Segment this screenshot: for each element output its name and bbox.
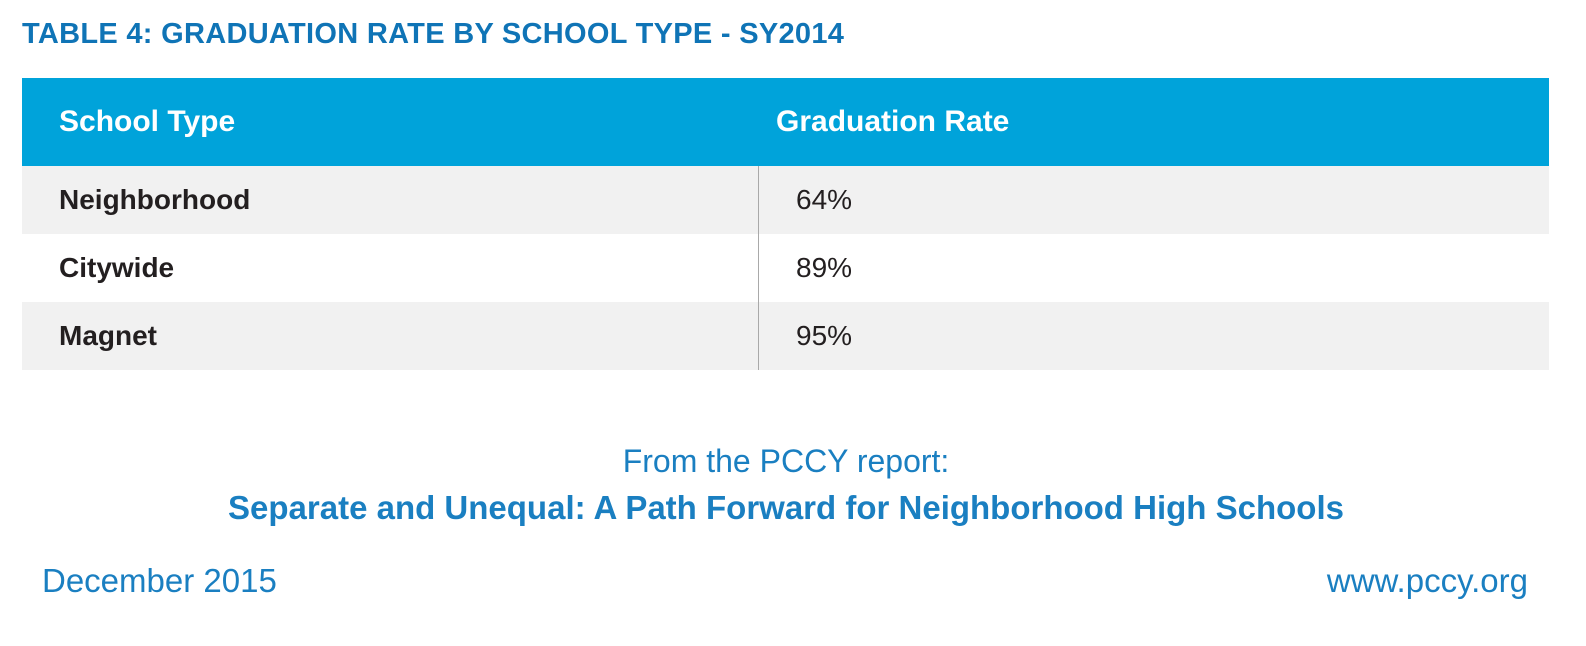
header-school-type: School Type — [59, 105, 236, 138]
report-title: Separate and Unequal: A Path Forward for… — [228, 489, 1344, 526]
school-type-cell: Magnet — [22, 302, 759, 370]
graduation-rate-table: School Type Graduation Rate Neighborhood… — [22, 78, 1549, 370]
graduation-rate-cell: 89% — [796, 252, 853, 283]
table-row: Citywide 89% — [22, 234, 1549, 302]
school-type-cell: Neighborhood — [22, 166, 759, 234]
table-row: Magnet 95% — [22, 302, 1549, 370]
source-prefix: From the PCCY report: — [622, 443, 950, 479]
table-header-row: School Type Graduation Rate — [22, 78, 1549, 166]
graduation-rate-cell: 95% — [796, 320, 853, 351]
header-graduation-rate: Graduation Rate — [776, 105, 1010, 138]
table-title: TABLE 4: GRADUATION RATE BY SCHOOL TYPE … — [22, 18, 845, 50]
school-type-cell: Citywide — [22, 234, 759, 302]
publication-date: December 2015 — [42, 562, 277, 599]
graduation-rate-cell: 64% — [796, 184, 853, 215]
website-url: www.pccy.org — [1326, 562, 1528, 599]
table-row: Neighborhood 64% — [22, 166, 1549, 234]
